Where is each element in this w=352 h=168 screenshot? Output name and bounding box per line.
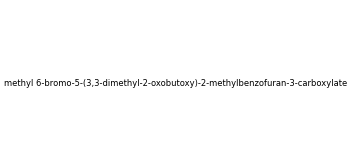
Text: methyl 6-bromo-5-(3,3-dimethyl-2-oxobutoxy)-2-methylbenzofuran-3-carboxylate: methyl 6-bromo-5-(3,3-dimethyl-2-oxobuto…: [4, 79, 348, 89]
